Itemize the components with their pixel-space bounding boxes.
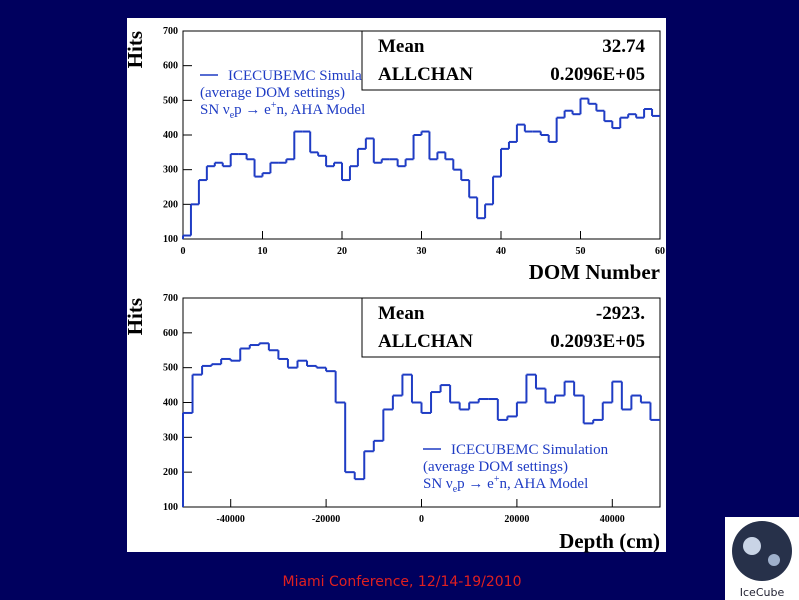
- legend-formula: SN νep → e+n, AHA Model: [423, 474, 588, 495]
- logo-sphere: [768, 554, 780, 566]
- formula-sup: +: [271, 100, 277, 111]
- x-tick-label: 60: [655, 246, 665, 257]
- x-tick-label: 40000: [600, 514, 625, 525]
- y-tick-label: 500: [163, 363, 178, 374]
- y-tick-label: 700: [163, 293, 178, 304]
- stats-value: 0.2096E+05: [550, 64, 645, 85]
- y-tick-label: 200: [163, 199, 178, 210]
- y-axis-label: Hits: [123, 298, 147, 335]
- logo: IceCube: [725, 517, 799, 600]
- stats-box: [361, 297, 661, 358]
- x-tick-label: -40000: [217, 514, 245, 525]
- legend-note: (average DOM settings): [423, 459, 568, 475]
- x-axis-label: DOM Number: [529, 260, 660, 284]
- logo-globe: [732, 521, 792, 581]
- y-tick-label: 600: [163, 328, 178, 339]
- y-tick-label: 400: [163, 398, 178, 409]
- logo-sphere: [743, 537, 761, 555]
- y-tick-label: 100: [163, 234, 178, 245]
- formula-part: SN ν: [423, 476, 453, 492]
- y-tick-label: 400: [163, 130, 178, 141]
- y-tick-label: 100: [163, 502, 178, 513]
- x-tick-label: -20000: [312, 514, 340, 525]
- legend-label: ICECUBEMC Simulation: [228, 68, 386, 84]
- x-tick-label: 0: [181, 246, 186, 257]
- logo-text: IceCube: [740, 586, 785, 599]
- y-axis-label: Hits: [123, 31, 147, 68]
- stats-value: 0.2093E+05: [550, 331, 645, 352]
- formula-sub: e: [230, 110, 235, 121]
- stats-label: ALLCHAN: [378, 64, 473, 85]
- stats-label: Mean: [378, 303, 425, 324]
- y-tick-label: 300: [163, 165, 178, 176]
- x-tick-label: 20000: [504, 514, 529, 525]
- formula-part: n, AHA Model: [276, 102, 365, 118]
- stats-label: ALLCHAN: [378, 331, 473, 352]
- legend-note: (average DOM settings): [200, 85, 345, 101]
- legend-formula: SN νep → e+n, AHA Model: [200, 100, 365, 121]
- y-tick-label: 300: [163, 432, 178, 443]
- formula-part: p → e: [457, 476, 494, 492]
- stats-value: 32.74: [602, 36, 645, 57]
- x-tick-label: 40: [496, 246, 506, 257]
- x-tick-label: 0: [419, 514, 424, 525]
- y-tick-label: 600: [163, 61, 178, 72]
- formula-part: n, AHA Model: [499, 476, 588, 492]
- formula-sup: +: [494, 474, 500, 485]
- stats-box: [361, 30, 661, 91]
- y-tick-label: 700: [163, 26, 178, 37]
- x-tick-label: 20: [337, 246, 347, 257]
- formula-sub: e: [453, 484, 458, 495]
- x-tick-label: 50: [576, 246, 586, 257]
- stats-value: -2923.: [596, 303, 645, 324]
- x-axis-label: Depth (cm): [559, 529, 660, 553]
- y-tick-label: 200: [163, 467, 178, 478]
- legend-label: ICECUBEMC Simulation: [451, 442, 609, 458]
- chart-panel: [127, 18, 666, 552]
- y-tick-label: 500: [163, 95, 178, 106]
- formula-part: p → e: [234, 102, 271, 118]
- x-tick-label: 10: [258, 246, 268, 257]
- x-tick-label: 30: [417, 246, 427, 257]
- stats-label: Mean: [378, 36, 425, 57]
- formula-part: SN ν: [200, 102, 230, 118]
- footer: Miami Conference, 12/14-19/2010: [283, 574, 522, 590]
